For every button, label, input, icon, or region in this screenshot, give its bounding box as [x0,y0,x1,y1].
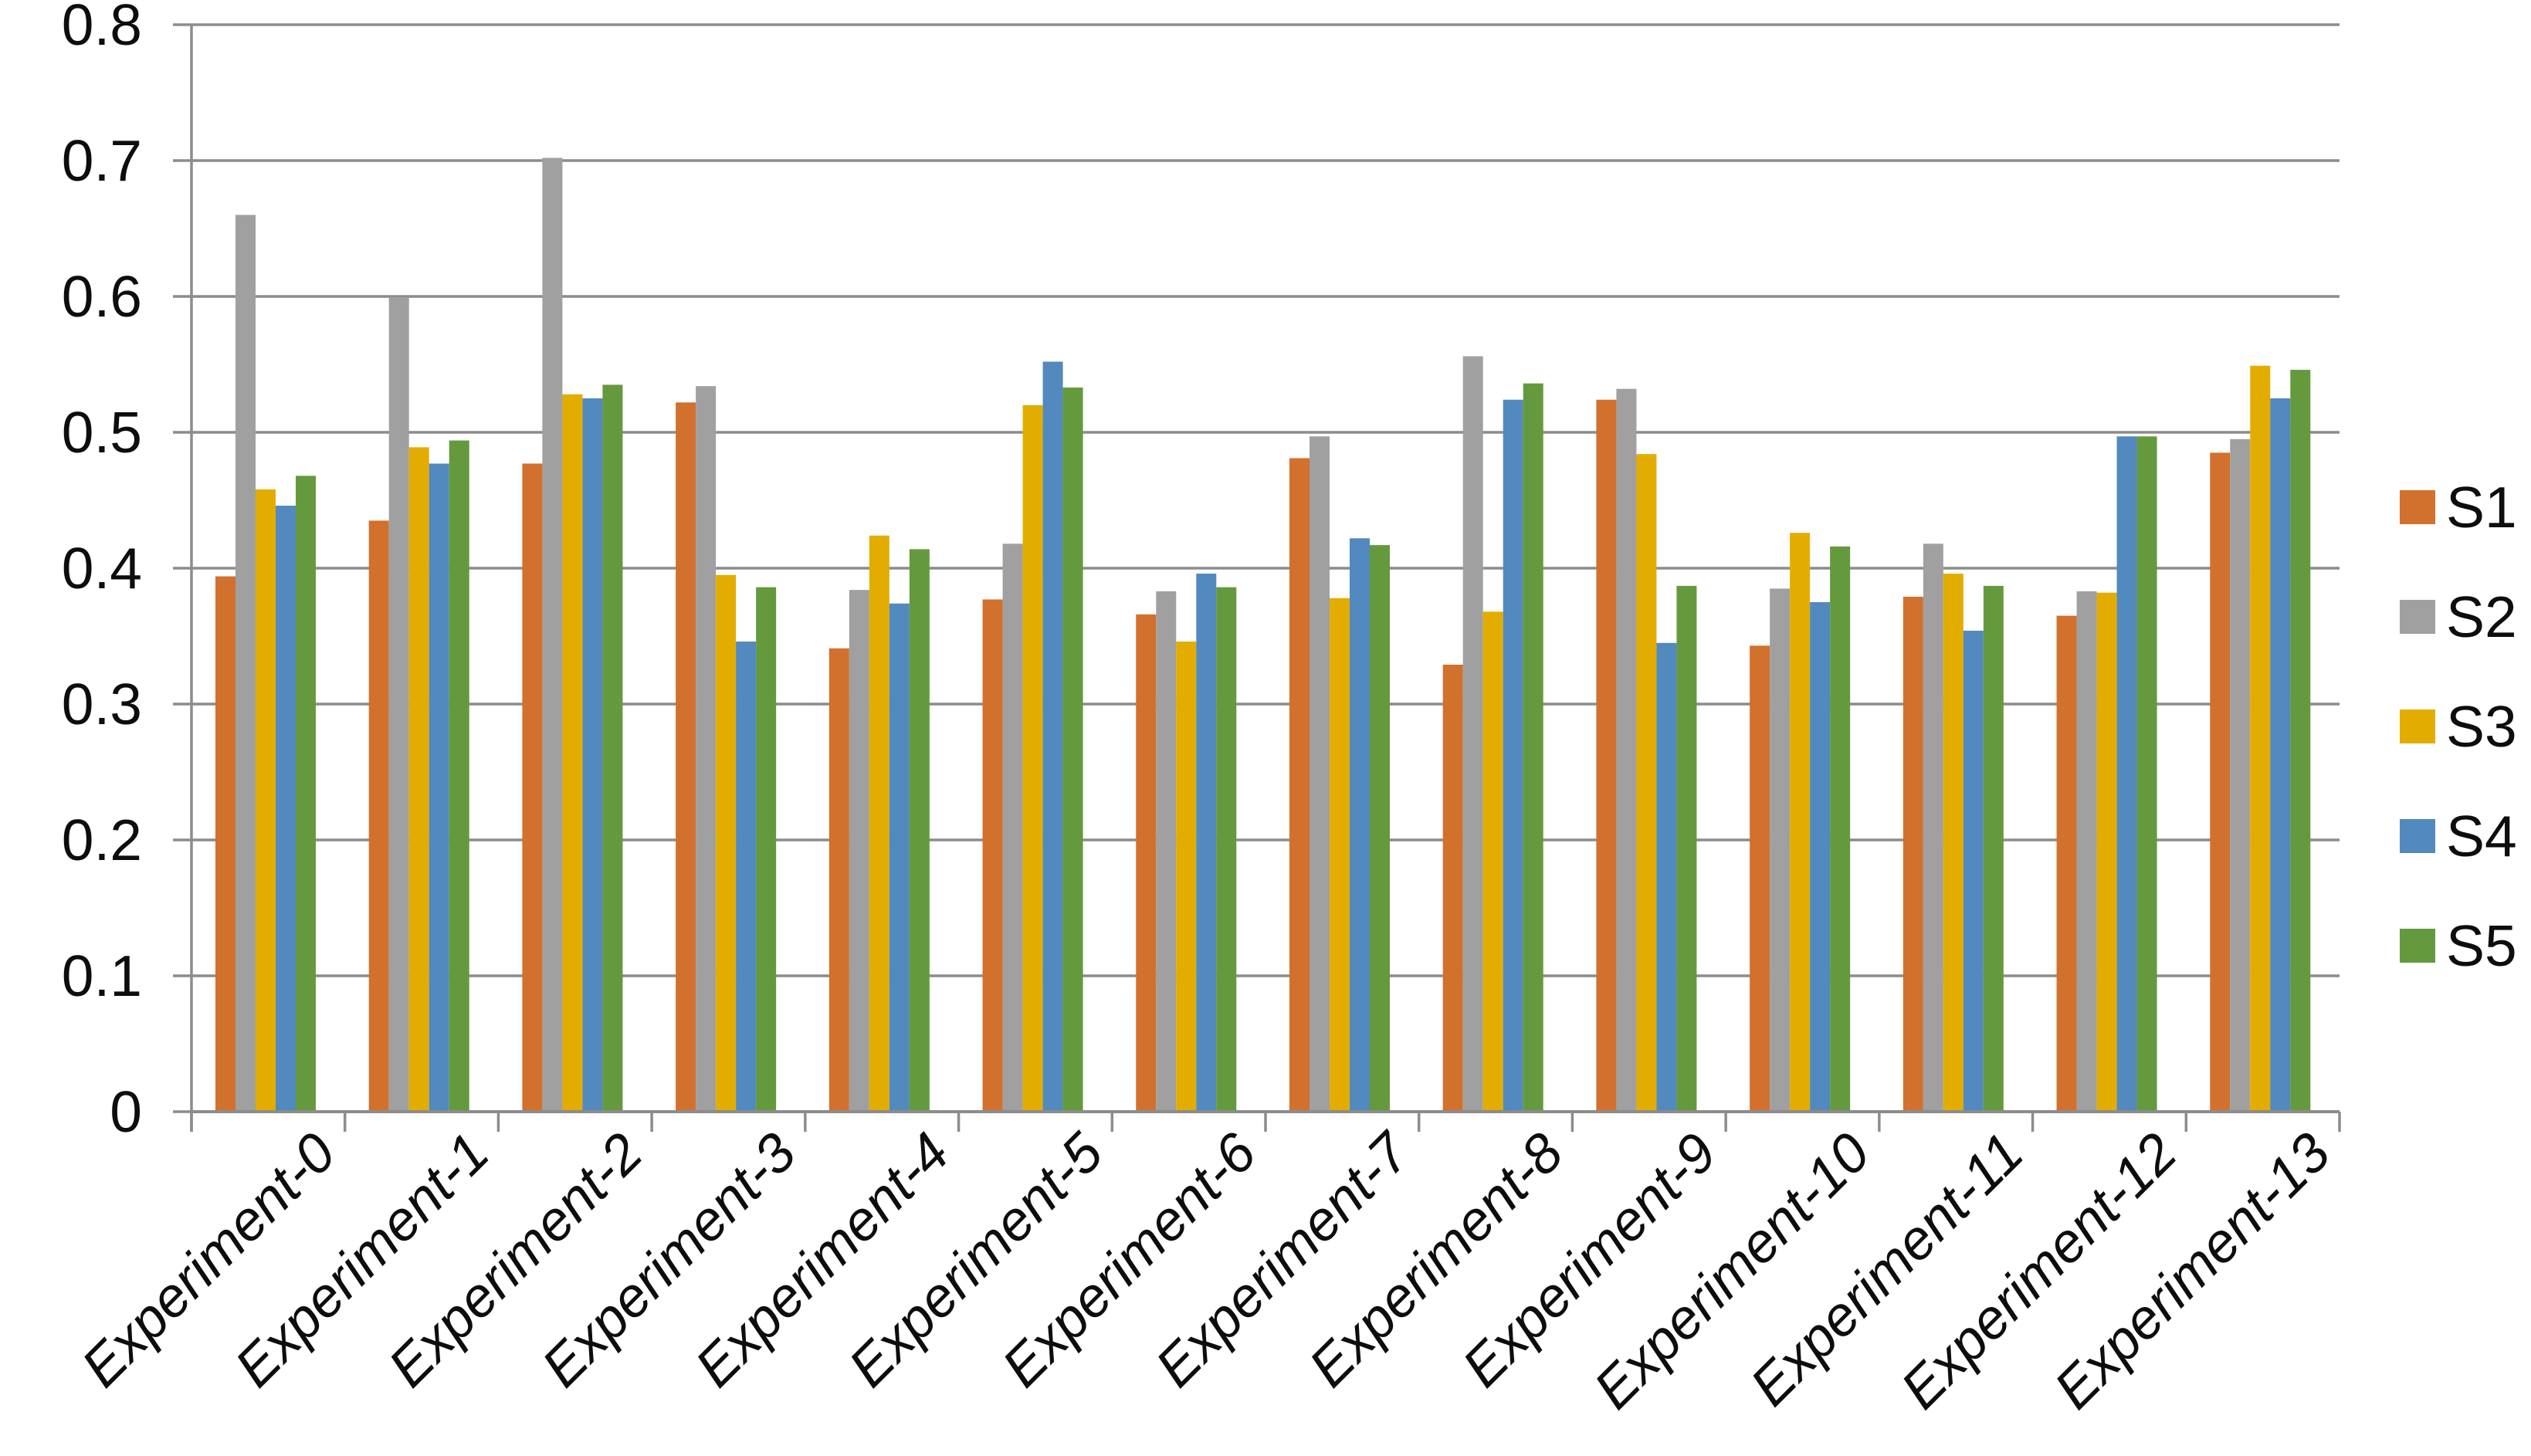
bar-S5-Experiment-8 [1523,383,1543,1112]
y-tick-label-0.6: 0.6 [62,264,142,329]
bar-S2-Experiment-11 [1923,543,1943,1112]
bar-S4-Experiment-4 [889,603,910,1112]
bar-S2-Experiment-5 [1002,543,1023,1112]
bar-S1-Experiment-5 [982,599,1003,1112]
y-tick-label-0.4: 0.4 [62,536,142,601]
bar-S3-Experiment-3 [716,574,737,1112]
bar-S5-Experiment-2 [602,384,623,1112]
x-category-label-10: Experiment-10 [1583,1122,1882,1421]
bar-S1-Experiment-8 [1442,664,1463,1112]
bar-S2-Experiment-4 [849,590,869,1112]
bar-S2-Experiment-9 [1616,388,1637,1112]
y-tick-label-0.3: 0.3 [62,672,142,736]
y-tick-label-0.8: 0.8 [62,0,142,57]
legend-swatch-S1 [2400,490,2435,524]
y-tick-label-0.5: 0.5 [62,400,142,465]
bar-S3-Experiment-5 [1022,405,1043,1112]
bar-S4-Experiment-1 [429,463,449,1112]
legend-swatch-S2 [2400,600,2435,634]
x-category-label-12: Experiment-12 [1889,1122,2189,1421]
bar-S3-Experiment-11 [1943,574,1963,1112]
bar-S4-Experiment-2 [582,398,603,1112]
bar-S2-Experiment-8 [1462,356,1483,1112]
y-tick-label-0: 0 [110,1079,142,1144]
bar-S3-Experiment-10 [1790,533,1811,1112]
bar-S5-Experiment-0 [296,476,316,1112]
bar-S4-Experiment-6 [1196,574,1217,1112]
bar-S4-Experiment-13 [2270,398,2291,1112]
bar-S5-Experiment-9 [1676,585,1697,1112]
bar-S4-Experiment-9 [1656,642,1677,1112]
bar-S2-Experiment-10 [1770,588,1791,1112]
bar-S3-Experiment-4 [869,535,889,1112]
bar-S5-Experiment-7 [1370,545,1390,1112]
bar-S4-Experiment-0 [276,506,296,1112]
bar-S4-Experiment-10 [1810,602,1831,1112]
legend-swatch-S3 [2400,709,2435,743]
bar-S2-Experiment-2 [542,157,563,1112]
bar-S2-Experiment-6 [1156,591,1177,1112]
bar-S3-Experiment-13 [2250,365,2271,1112]
bar-S5-Experiment-4 [909,549,930,1112]
bar-S3-Experiment-8 [1482,611,1503,1112]
bar-S4-Experiment-11 [1963,630,1984,1112]
bar-S2-Experiment-12 [2076,591,2097,1112]
x-category-label-11: Experiment-11 [1739,1122,2035,1418]
bar-S1-Experiment-12 [2056,615,2077,1112]
bar-S2-Experiment-0 [235,215,256,1112]
y-tick-label-0.2: 0.2 [62,808,142,872]
bar-S5-Experiment-6 [1216,587,1237,1112]
bar-S3-Experiment-12 [2096,592,2117,1112]
bar-S1-Experiment-3 [676,402,696,1112]
bar-S2-Experiment-3 [696,386,717,1112]
bar-S3-Experiment-1 [408,447,429,1112]
bar-S4-Experiment-12 [2116,436,2137,1112]
bar-S1-Experiment-1 [368,520,389,1112]
bar-S5-Experiment-12 [2136,436,2157,1112]
legend-label-S1: S1 [2446,475,2517,540]
bar-S1-Experiment-11 [1902,596,1923,1112]
bar-S5-Experiment-5 [1062,387,1083,1112]
legend-label-S3: S3 [2446,694,2517,759]
bar-S3-Experiment-2 [562,394,583,1112]
bar-S4-Experiment-8 [1503,399,1523,1112]
bar-S1-Experiment-7 [1289,458,1310,1112]
bar-S5-Experiment-11 [1983,585,2004,1112]
bar-S1-Experiment-10 [1750,645,1770,1112]
bar-S2-Experiment-1 [388,297,409,1112]
bar-S1-Experiment-2 [522,463,543,1112]
x-category-label-13: Experiment-13 [2043,1122,2343,1421]
y-tick-label-0.1: 0.1 [62,943,142,1008]
bar-S3-Experiment-6 [1176,642,1197,1112]
bar-S1-Experiment-0 [215,576,235,1112]
bar-S2-Experiment-7 [1310,436,1330,1112]
bar-S3-Experiment-0 [256,489,276,1112]
y-tick-label-0.7: 0.7 [62,128,142,193]
legend-swatch-S5 [2400,929,2435,963]
legend-label-S2: S2 [2446,584,2517,649]
bar-S1-Experiment-6 [1136,614,1157,1112]
legend-label-S4: S4 [2446,804,2517,869]
bar-S5-Experiment-13 [2290,370,2311,1112]
bar-S1-Experiment-4 [828,648,849,1112]
bar-S1-Experiment-9 [1596,399,1617,1112]
bar-S5-Experiment-10 [1830,546,1851,1112]
bar-S2-Experiment-13 [2230,438,2251,1112]
legend-swatch-S4 [2400,819,2435,853]
bar-S5-Experiment-3 [756,587,777,1112]
bar-S4-Experiment-7 [1350,538,1370,1112]
bar-S1-Experiment-13 [2210,452,2231,1112]
legend-label-S5: S5 [2446,913,2517,978]
bar-S4-Experiment-5 [1042,361,1063,1112]
bar-S5-Experiment-1 [449,440,469,1112]
bar-S3-Experiment-7 [1330,598,1350,1112]
bar-S4-Experiment-3 [736,642,757,1112]
bar-S3-Experiment-9 [1636,454,1657,1112]
